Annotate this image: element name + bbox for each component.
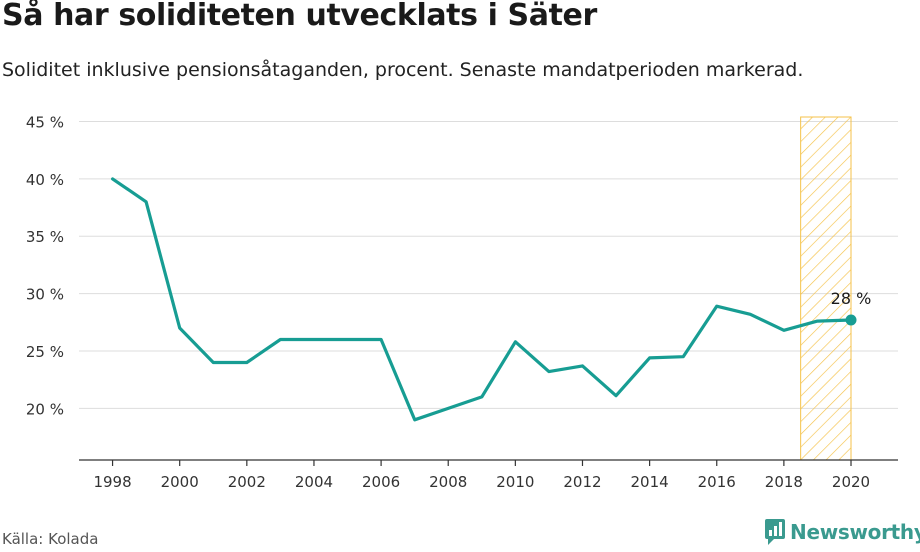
end-value-label: 28 % bbox=[831, 289, 872, 308]
source-note: Källa: Kolada bbox=[2, 530, 99, 548]
x-tick-label: 2002 bbox=[228, 473, 266, 491]
x-tick-label: 2020 bbox=[832, 473, 870, 491]
x-tick-label: 2008 bbox=[429, 473, 467, 491]
highlight-layer bbox=[800, 116, 852, 461]
brand-name: Newsworthy bbox=[790, 520, 920, 544]
gridlines: 20 % 25 % 30 % 35 % 40 % 45 % bbox=[26, 113, 898, 418]
chart-subtitle: Soliditet inklusive pensionsåtaganden, p… bbox=[2, 59, 804, 81]
x-tick-label: 2014 bbox=[631, 473, 669, 491]
y-tick-label: 25 % bbox=[26, 343, 64, 361]
x-tick-label: 2000 bbox=[161, 473, 199, 491]
x-tick-label: 2016 bbox=[698, 473, 736, 491]
chart-title: Så har soliditeten utvecklats i Säter bbox=[2, 0, 597, 33]
y-tick-label: 30 % bbox=[26, 286, 64, 304]
x-tick-label: 2018 bbox=[765, 473, 803, 491]
y-tick-label: 40 % bbox=[26, 171, 64, 189]
y-tick-label: 20 % bbox=[26, 400, 64, 418]
x-tick-label: 1998 bbox=[93, 473, 131, 491]
x-axis: 1998 2000 2002 2004 2006 2008 2010 2012 2014 2016… bbox=[79, 459, 898, 491]
y-tick-label: 45 % bbox=[26, 113, 64, 131]
x-tick-label: 2006 bbox=[362, 473, 400, 491]
series-line bbox=[110, 177, 853, 422]
x-tick-label: 2010 bbox=[496, 473, 534, 491]
x-tick-label: 2012 bbox=[563, 473, 601, 491]
y-tick-label: 35 % bbox=[26, 228, 64, 246]
newsworthy-logo-icon bbox=[765, 519, 785, 545]
x-tick-label: 2004 bbox=[295, 473, 333, 491]
series-layer: 28 % bbox=[110, 177, 872, 422]
brand[interactable]: Newsworthy bbox=[764, 517, 920, 547]
highlight-period bbox=[800, 116, 852, 461]
end-point-marker bbox=[845, 314, 857, 326]
